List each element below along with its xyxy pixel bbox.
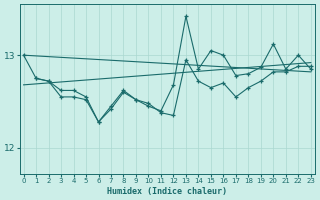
X-axis label: Humidex (Indice chaleur): Humidex (Indice chaleur) <box>107 187 227 196</box>
